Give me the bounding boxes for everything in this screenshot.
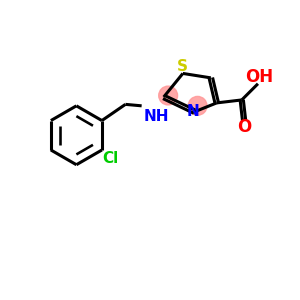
Circle shape — [188, 96, 207, 115]
Text: N: N — [187, 103, 200, 118]
Text: O: O — [237, 118, 251, 136]
Text: OH: OH — [245, 68, 274, 86]
Circle shape — [159, 86, 178, 105]
Text: NH: NH — [144, 110, 169, 124]
Text: S: S — [177, 59, 188, 74]
Text: Cl: Cl — [102, 151, 118, 166]
